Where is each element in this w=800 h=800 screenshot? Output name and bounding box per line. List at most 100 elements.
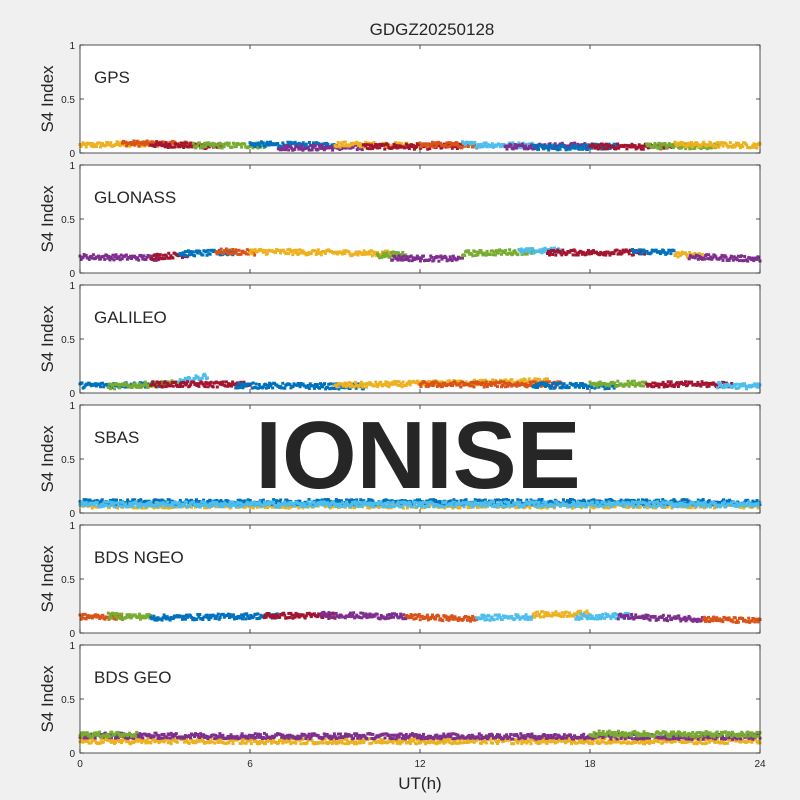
- data-point: [727, 144, 731, 148]
- data-point: [105, 500, 109, 504]
- data-point: [578, 382, 582, 385]
- data-point: [446, 145, 450, 149]
- data-point: [291, 385, 295, 389]
- data-point: [407, 501, 411, 504]
- data-point: [219, 247, 223, 251]
- data-point: [613, 505, 617, 509]
- data-point: [732, 255, 736, 259]
- data-point: [203, 385, 207, 389]
- data-point: [597, 143, 601, 147]
- data-point: [216, 502, 220, 506]
- data-point: [529, 146, 533, 150]
- data-point: [633, 384, 637, 388]
- data-point: [315, 250, 319, 254]
- data-point: [179, 253, 183, 257]
- data-point: [172, 505, 176, 509]
- data-point: [721, 499, 724, 503]
- data-point: [439, 501, 443, 505]
- data-point: [755, 146, 759, 150]
- data-point: [613, 381, 617, 385]
- data-point: [151, 380, 155, 384]
- data-point: [557, 381, 561, 385]
- data-point: [189, 250, 192, 254]
- data-point: [418, 259, 422, 263]
- data-point: [80, 143, 84, 147]
- data-point: [679, 253, 683, 257]
- data-point: [636, 502, 640, 506]
- data-point: [464, 498, 468, 502]
- data-point: [122, 384, 126, 388]
- data-point: [154, 505, 158, 509]
- data-point: [327, 382, 331, 386]
- data-point: [261, 505, 265, 509]
- data-point: [586, 248, 590, 252]
- data-point: [109, 141, 113, 145]
- data-point: [202, 498, 206, 502]
- data-point: [684, 251, 687, 255]
- data-point: [368, 147, 371, 151]
- data-point: [390, 381, 394, 385]
- data-point: [531, 247, 535, 251]
- data-point: [573, 141, 577, 145]
- data-point: [598, 499, 602, 503]
- data-point: [719, 381, 723, 385]
- data-point: [369, 504, 373, 508]
- data-point: [190, 498, 193, 502]
- data-point: [228, 501, 232, 505]
- data-point: [479, 383, 483, 387]
- data-point: [248, 251, 252, 255]
- data-point: [743, 255, 747, 258]
- data-point: [672, 142, 676, 146]
- data-point: [248, 505, 252, 509]
- data-point: [423, 380, 427, 384]
- data-point: [113, 387, 116, 391]
- data-point: [164, 502, 168, 506]
- data-point: [641, 380, 644, 384]
- data-point: [693, 252, 697, 255]
- data-point: [198, 141, 201, 145]
- data-point: [334, 498, 338, 502]
- data-point: [84, 254, 88, 257]
- data-point: [300, 251, 304, 255]
- data-point: [512, 145, 516, 149]
- data-point: [398, 505, 402, 509]
- data-point: [113, 505, 116, 509]
- data-point: [137, 382, 141, 386]
- data-point: [513, 143, 517, 146]
- data-point: [661, 498, 665, 502]
- data-point: [449, 381, 453, 385]
- data-point: [534, 500, 538, 504]
- data-point: [753, 145, 757, 149]
- data-point: [557, 144, 561, 148]
- data-point: [576, 253, 580, 257]
- data-point: [312, 386, 316, 390]
- data-point: [579, 505, 583, 508]
- data-point: [202, 145, 206, 149]
- data-point: [281, 141, 285, 145]
- data-point: [81, 255, 85, 259]
- data-point: [108, 258, 112, 262]
- data-point: [672, 249, 676, 253]
- data-point: [720, 253, 724, 257]
- data-point: [121, 382, 125, 386]
- data-point: [153, 504, 157, 507]
- data-point: [640, 144, 644, 148]
- data-point: [335, 144, 339, 148]
- data-point: [326, 502, 330, 506]
- data-point: [660, 250, 663, 254]
- data-point: [233, 250, 237, 254]
- data-point: [698, 383, 702, 386]
- data-point: [176, 142, 179, 146]
- data-point: [632, 379, 636, 383]
- data-point: [464, 143, 468, 147]
- data-point: [686, 506, 690, 510]
- data-point: [700, 380, 704, 384]
- data-point: [232, 142, 236, 146]
- data-point: [347, 381, 351, 385]
- data-point: [341, 146, 345, 150]
- data-point: [597, 385, 601, 389]
- data-point: [404, 384, 408, 387]
- data-point: [384, 249, 388, 253]
- data-point: [627, 384, 631, 388]
- data-point: [663, 251, 667, 255]
